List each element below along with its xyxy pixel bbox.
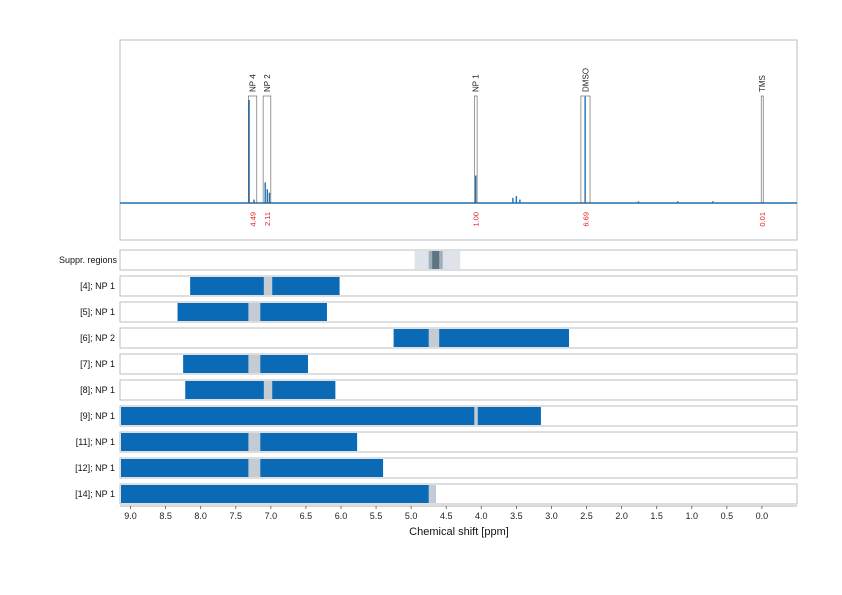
x-tick-label: 0.5 [721, 511, 734, 521]
x-tick-label: 6.0 [335, 511, 348, 521]
spectrum-panel: NP 4 4.49 NP 2 2.11 NP 1 1.00 DMSO 6.69 TMS 0.01 [119, 39, 798, 241]
peak-annotation: TMS 0.01 [758, 75, 767, 227]
x-axis: 9.0 8.5 8.0 7.5 7.0 6.5 6.0 5.5 5.0 4.5 4.0 3.5 3.0 2… [120, 505, 797, 521]
range-gap [248, 433, 261, 451]
x-tick-label: 5.0 [405, 511, 418, 521]
range-bar [185, 381, 336, 399]
range-row: [7]; NP 1 [80, 353, 798, 375]
spectrum-frame [119, 39, 798, 241]
suppressed-core [432, 251, 440, 269]
row-label: [14]; NP 1 [75, 489, 115, 499]
rows-panel: Suppr. regions [4]; NP 1 [5]; NP 1 [6]; NP … [59, 249, 798, 505]
x-tick-label: 2.5 [580, 511, 593, 521]
row-label: [4]; NP 1 [80, 281, 115, 291]
row-label: [9]; NP 1 [80, 411, 115, 421]
peak-integral: 1.00 [472, 212, 481, 227]
row-label: [5]; NP 1 [80, 307, 115, 317]
range-gap [263, 277, 273, 295]
x-tick-label: 8.0 [194, 511, 207, 521]
range-row: [5]; NP 1 [80, 301, 798, 323]
range-bar [121, 485, 436, 503]
row-label: Suppr. regions [59, 255, 118, 265]
range-gap [263, 381, 273, 399]
row-label: [7]; NP 1 [80, 359, 115, 369]
x-tick-label: 7.5 [229, 511, 242, 521]
x-tick-label: 0.0 [756, 511, 769, 521]
peak-integral: 4.49 [249, 212, 258, 227]
range-gap [248, 459, 261, 477]
range-row: [4]; NP 1 [80, 275, 798, 297]
x-tick-label: 4.5 [440, 511, 453, 521]
range-gap [248, 355, 261, 373]
peak-box [760, 95, 764, 204]
range-bar [183, 355, 309, 373]
peak-label: NP 2 [263, 74, 272, 92]
x-tick-label: 1.0 [686, 511, 699, 521]
row-label: [11]; NP 1 [76, 437, 115, 447]
row-label: [12]; NP 1 [75, 463, 115, 473]
row-label: [8]; NP 1 [80, 385, 115, 395]
x-tick-label: 7.0 [265, 511, 278, 521]
peak-integral: 6.69 [581, 212, 590, 227]
range-bar [393, 329, 569, 347]
x-tick-label: 1.5 [650, 511, 663, 521]
peak-annotation: DMSO 6.69 [580, 68, 591, 227]
peak-label: DMSO [581, 68, 590, 92]
x-tick-label: 3.0 [545, 511, 558, 521]
peak-integral: 2.11 [263, 212, 272, 226]
range-row: [8]; NP 1 [80, 379, 798, 401]
peak-annotation: NP 1 1.00 [472, 74, 481, 227]
range-gap [474, 407, 478, 425]
x-tick-label: 2.0 [615, 511, 628, 521]
peak-label: NP 1 [472, 74, 481, 92]
range-row: [12]; NP 1 [75, 457, 798, 479]
x-tick-label: 5.5 [370, 511, 383, 521]
range-row: [9]; NP 1 [80, 405, 798, 427]
range-gap [248, 303, 261, 321]
row-suppressed-regions: Suppr. regions [59, 249, 798, 271]
x-tick-label: 4.0 [475, 511, 488, 521]
x-tick-label: 6.5 [300, 511, 313, 521]
peak-annotation: NP 2 2.11 [262, 74, 272, 226]
x-tick-label: 8.5 [159, 511, 172, 521]
range-bar [121, 433, 358, 451]
peak-label: NP 4 [249, 74, 258, 92]
peak-label: TMS [758, 75, 767, 92]
range-row: [14]; NP 1 [75, 483, 798, 505]
range-bar [121, 407, 541, 425]
row-label: [6]; NP 2 [80, 333, 115, 343]
range-gap [428, 329, 440, 347]
peak-box [248, 95, 258, 204]
x-tick-label: 3.5 [510, 511, 523, 521]
peak-box [580, 95, 591, 204]
peak-integral: 0.01 [758, 212, 767, 227]
range-row: [11]; NP 1 [76, 431, 798, 453]
peak-annotation: NP 4 4.49 [248, 74, 258, 227]
peak-box [262, 95, 272, 204]
range-row: [6]; NP 2 [80, 327, 798, 349]
x-tick-label: 9.0 [124, 511, 137, 521]
x-axis-title: Chemical shift [ppm] [409, 526, 509, 538]
range-gap [428, 485, 436, 503]
peak-box [473, 95, 478, 204]
